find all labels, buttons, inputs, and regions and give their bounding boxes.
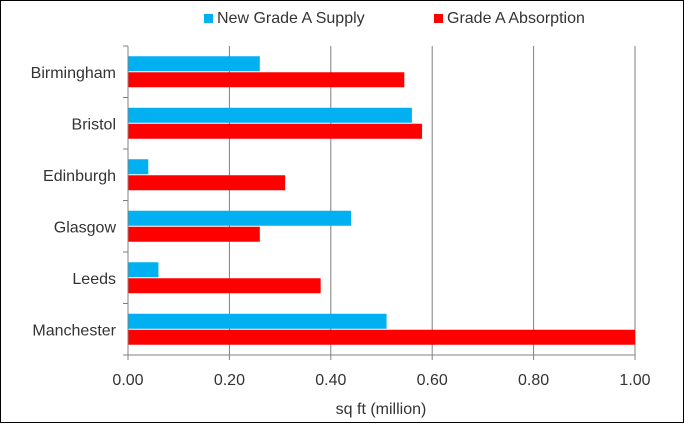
legend-label-supply: New Grade A Supply <box>217 10 365 27</box>
y-tick-label: Birmingham <box>31 65 116 82</box>
bar-absorption <box>128 278 321 294</box>
legend-swatch-supply <box>204 14 213 23</box>
bar-absorption <box>128 329 635 345</box>
x-tick-label: 0.40 <box>315 372 346 389</box>
bar-absorption <box>128 72 405 88</box>
x-axis-label: sq ft (million) <box>336 401 427 418</box>
axes <box>123 45 636 360</box>
bar-absorption <box>128 226 260 242</box>
legend-swatch-absorption <box>434 14 443 23</box>
x-tick-label: 0.80 <box>518 372 549 389</box>
x-tick-label: 0.60 <box>417 372 448 389</box>
gridlines <box>228 46 636 355</box>
y-tick-label: Leeds <box>72 271 116 288</box>
legend: New Grade A Supply Grade A Absorption <box>204 10 585 27</box>
bar-supply <box>128 262 159 278</box>
bar-absorption <box>128 175 286 191</box>
x-tick-labels: 0.00 0.20 0.40 0.60 0.80 1.00 <box>112 372 650 389</box>
x-tick-label: 0.00 <box>112 372 143 389</box>
y-tick-label: Bristol <box>72 116 116 133</box>
bar-supply <box>128 107 412 123</box>
y-tick-labels: Birmingham Bristol Edinburgh Glasgow Leeds Ma… <box>31 65 117 340</box>
bar-supply <box>128 56 260 72</box>
x-tick-label: 1.00 <box>619 372 650 389</box>
bar-absorption <box>128 123 423 139</box>
y-tick-label: Edinburgh <box>43 168 116 185</box>
y-tick-label: Glasgow <box>54 219 117 236</box>
legend-label-absorption: Grade A Absorption <box>447 10 585 27</box>
bars <box>128 56 635 345</box>
y-tick-label: Manchester <box>32 322 116 339</box>
bar-supply <box>128 159 149 175</box>
bar-supply <box>128 313 387 329</box>
bar-supply <box>128 210 352 226</box>
x-tick-label: 0.20 <box>214 372 245 389</box>
